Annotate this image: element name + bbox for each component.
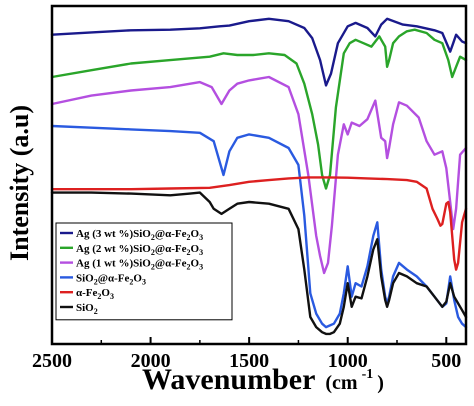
x-axis-title: Wavenumber (cm -1 ) — [142, 363, 384, 396]
x-axis-title-exponent: -1 — [362, 367, 374, 382]
x-tick-label: 2500 — [32, 350, 72, 372]
x-axis-title-close: ) — [377, 372, 384, 394]
legend-label-1: Ag (3 wt %)SiO2@α-Fe2O3 — [76, 228, 203, 242]
series-line-3 — [50, 75, 468, 275]
plot-area — [50, 17, 468, 336]
y-axis-title: Intensity (a.u) — [5, 105, 34, 261]
x-tick-label: 500 — [431, 350, 461, 372]
legend-label-6: SiO2 — [76, 302, 98, 316]
x-tick-label: 2000 — [131, 350, 171, 372]
x-tick-label: 1500 — [229, 350, 269, 372]
axes: 2500 2000 1500 1000 500 — [32, 4, 468, 372]
series-line-2 — [50, 28, 468, 190]
legend-box — [55, 222, 233, 321]
x-axis-title-main: Wavenumber — [142, 363, 315, 396]
series-line-6 — [50, 191, 468, 336]
plot-frame — [50, 4, 468, 346]
legend-label-5: α-Fe2O3 — [76, 287, 114, 301]
x-tick-label: 1000 — [328, 350, 368, 372]
axis-titles: Intensity (a.u) Wavenumber (cm -1 ) — [5, 105, 384, 396]
x-axis-title-unit: (cm — [325, 372, 358, 394]
legend-label-2: Ag (2 wt %)SiO2@α-Fe2O3 — [76, 243, 203, 257]
legend-label-3: Ag (1 wt %)SiO2@α-Fe2O3 — [76, 258, 203, 272]
legend-label-4: SiO2@α-Fe2O3 — [76, 272, 146, 286]
series-line-5 — [50, 176, 468, 271]
series-line-1 — [50, 17, 468, 87]
